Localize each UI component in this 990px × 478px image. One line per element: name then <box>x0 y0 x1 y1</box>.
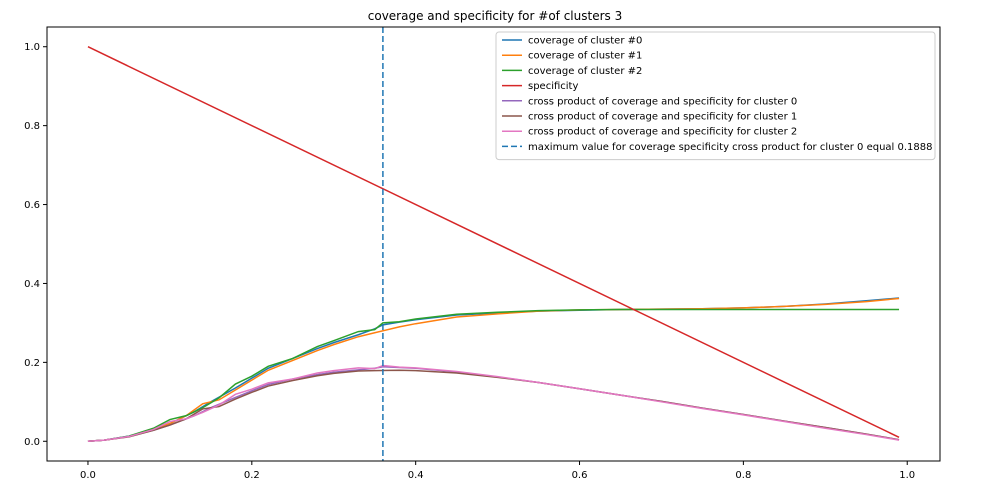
series-line-6 <box>87 364 900 443</box>
legend-label-0: coverage of cluster #0 <box>528 36 642 47</box>
y-tick-label-5: 1.0 <box>24 42 40 53</box>
plot-lines <box>87 27 900 461</box>
x-tick-label-2: 0.4 <box>408 470 424 478</box>
series-line-5 <box>87 369 900 443</box>
y-tick-label-2: 0.4 <box>24 279 40 290</box>
y-tick-label-0: 0.0 <box>24 437 40 448</box>
y-tick-label-3: 0.6 <box>24 200 40 211</box>
x-tick-label-5: 1.0 <box>899 470 915 478</box>
y-tick-label-1: 0.2 <box>24 358 40 369</box>
x-axis: 0.0 0.2 0.4 0.6 0.8 1.0 <box>80 461 915 478</box>
x-tick-label-4: 0.8 <box>735 470 751 478</box>
plot-frame <box>46 26 941 462</box>
chart-title: coverage and specificity for #of cluster… <box>368 9 622 23</box>
y-tick-label-4: 0.8 <box>24 121 40 132</box>
x-tick-label-0: 0.0 <box>80 470 96 478</box>
legend-label-1: coverage of cluster #1 <box>528 51 642 62</box>
legend-label-5: cross product of coverage and specificit… <box>528 112 797 123</box>
x-tick-label-1: 0.2 <box>244 470 260 478</box>
legend-label-7: maximum value for coverage specificity c… <box>528 142 933 153</box>
legend-box <box>495 31 936 161</box>
x-tick-label-3: 0.6 <box>572 470 588 478</box>
series-line-3 <box>87 46 900 439</box>
series-line-2 <box>87 308 900 443</box>
y-axis: 0.0 0.2 0.4 0.6 0.8 1.0 <box>24 42 47 448</box>
legend-label-4: cross product of coverage and specificit… <box>528 96 797 107</box>
legend-label-6: cross product of coverage and specificit… <box>528 127 797 138</box>
legend: coverage of cluster #0 coverage of cluste… <box>495 31 936 161</box>
legend-label-3: specificity <box>528 81 578 92</box>
legend-label-2: coverage of cluster #2 <box>528 66 642 77</box>
